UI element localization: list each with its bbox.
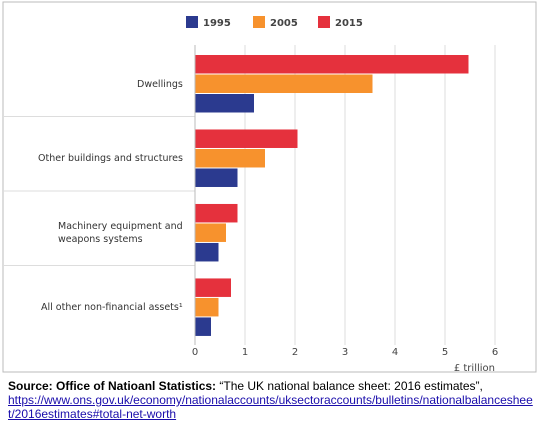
bar	[195, 55, 469, 74]
category-label: Machinery equipment and weapons systems	[58, 221, 183, 246]
source-link[interactable]: https://www.ons.gov.uk/economy/nationala…	[8, 393, 533, 421]
bar	[195, 297, 219, 317]
x-tick-label: 6	[492, 347, 498, 358]
x-axis-title: £ trillion	[454, 363, 495, 374]
bar	[195, 242, 219, 262]
legend-label: 1995	[203, 18, 231, 29]
source-label: Source: Office of Natioanl Statistics:	[8, 379, 217, 393]
x-tick-label: 5	[442, 347, 448, 358]
x-tick-label: 2	[292, 347, 298, 358]
chart: £ trillion 0 1 2 3 4 5 6 1995 2005 2015	[2, 1, 537, 374]
bar	[195, 203, 238, 223]
category-label: Dwellings	[137, 78, 183, 90]
bar	[195, 129, 298, 148]
legend-swatch	[186, 16, 198, 28]
source-text: “The UK national balance sheet: 2016 est…	[216, 379, 483, 393]
x-tick-label: 1	[242, 347, 248, 358]
category-label: Other buildings and structures	[38, 153, 183, 165]
bar	[195, 223, 226, 242]
chart-frame	[2, 1, 537, 373]
legend-label: 2005	[270, 18, 298, 29]
bar	[195, 168, 238, 187]
x-tick-label: 3	[342, 347, 348, 358]
source-note: Source: Office of Natioanl Statistics: “…	[8, 379, 536, 421]
x-tick-label: 0	[192, 347, 198, 358]
bar	[195, 278, 231, 297]
bar	[195, 317, 211, 336]
bar	[195, 74, 373, 93]
legend-swatch	[318, 16, 330, 28]
category-label: All other non-financial assets¹	[41, 302, 183, 314]
legend-label: 2015	[335, 18, 363, 29]
bar	[195, 94, 254, 113]
x-tick-label: 4	[392, 347, 398, 358]
legend-swatch	[253, 16, 265, 28]
bar	[195, 148, 265, 168]
